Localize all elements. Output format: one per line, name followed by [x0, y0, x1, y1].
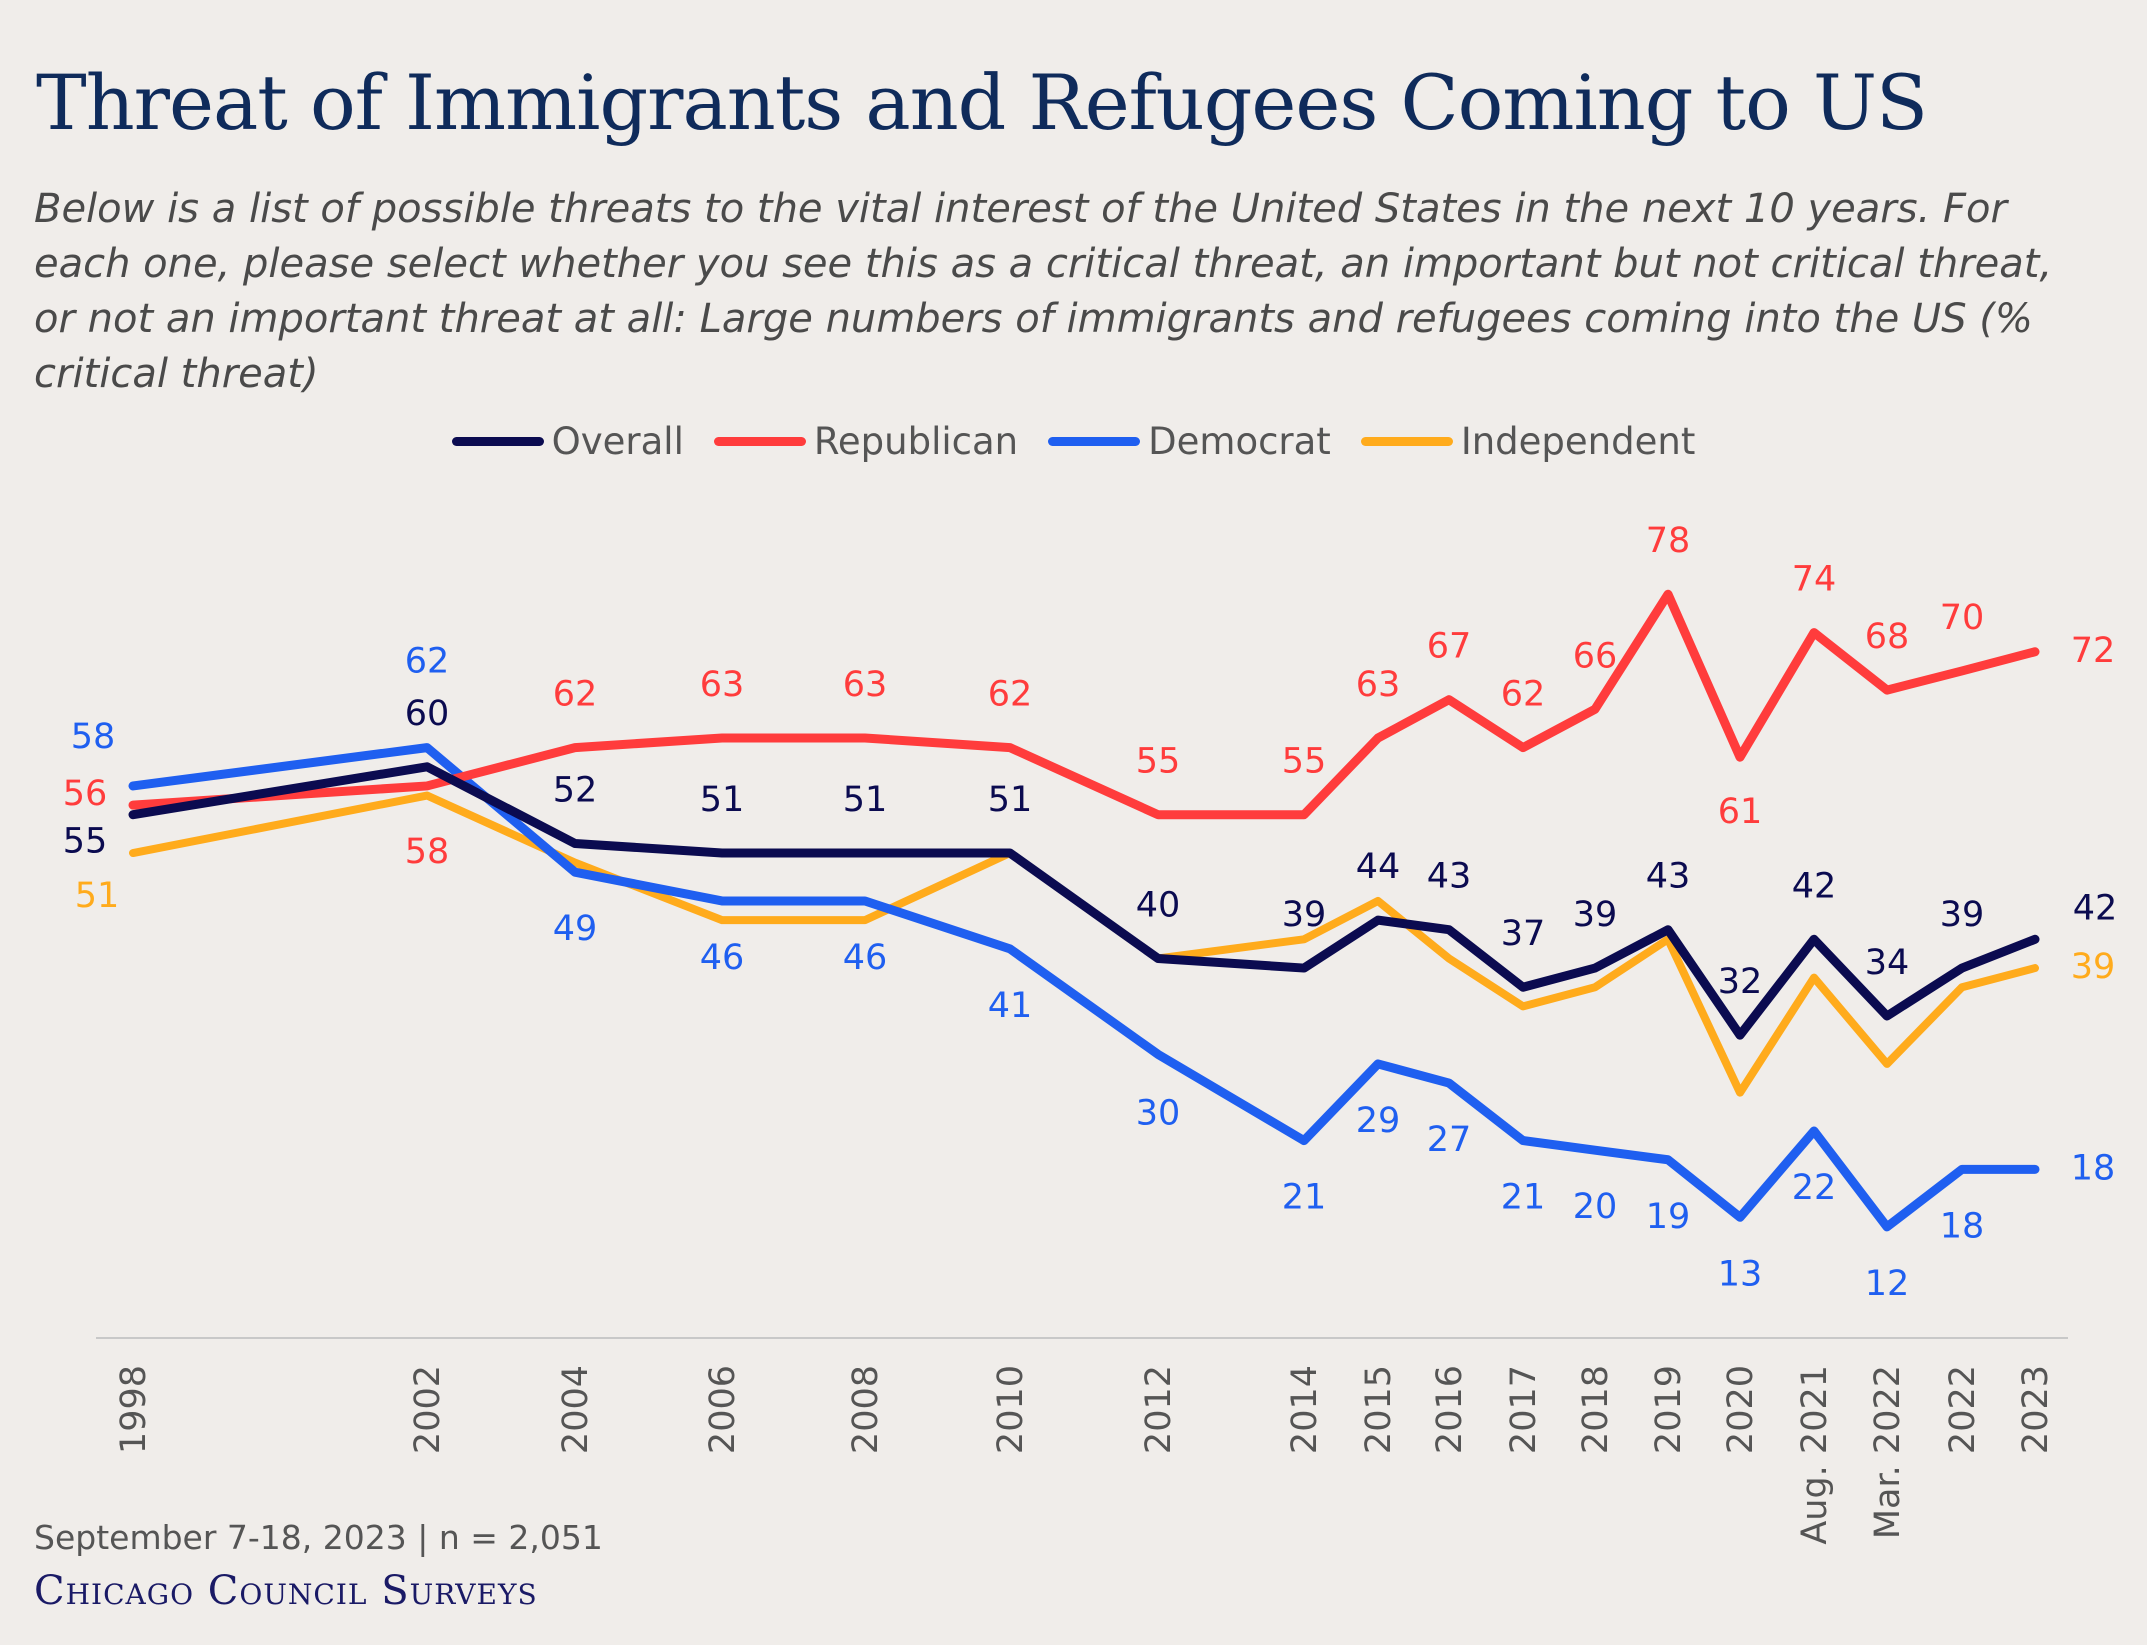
data-label-overall: 55	[63, 822, 108, 862]
x-tick-label: 2010	[991, 1365, 1031, 1454]
data-label-democrat: 41	[988, 986, 1033, 1026]
data-label-republican: 78	[1646, 521, 1691, 561]
data-label-independent: 51	[75, 876, 120, 916]
data-label-overall: 37	[1501, 914, 1546, 954]
data-label-democrat: 58	[71, 717, 116, 757]
x-tick-label: 2016	[1430, 1365, 1470, 1454]
x-tick-label: 2019	[1649, 1365, 1689, 1454]
data-label-overall: 42	[2073, 888, 2118, 928]
x-tick-label: 2023	[2016, 1365, 2056, 1454]
data-label-overall: 52	[553, 770, 598, 810]
data-label-republican: 66	[1573, 636, 1618, 676]
data-label-democrat: 12	[1865, 1264, 1910, 1304]
x-tick-label: 2004	[556, 1365, 596, 1454]
x-tick-label: 1998	[114, 1365, 154, 1454]
data-label-republican: 55	[1136, 742, 1181, 782]
data-label-independent: 39	[2071, 947, 2116, 987]
data-label-republican: 63	[700, 665, 745, 705]
data-label-overall: 39	[1573, 895, 1618, 935]
data-label-democrat: 13	[1718, 1254, 1763, 1294]
data-label-overall: 34	[1865, 943, 1910, 983]
survey-note: September 7-18, 2023 | n = 2,051	[34, 1518, 603, 1557]
data-label-republican: 74	[1792, 560, 1837, 600]
data-label-overall: 43	[1646, 857, 1691, 897]
data-label-republican: 56	[63, 774, 108, 814]
x-tick-label: 2022	[1943, 1365, 1983, 1454]
data-label-democrat: 21	[1501, 1178, 1546, 1218]
data-label-overall: 51	[988, 780, 1033, 820]
data-label-overall: 60	[405, 694, 450, 734]
data-label-democrat: 46	[843, 938, 888, 978]
data-label-republican: 63	[843, 665, 888, 705]
x-tick-label: Mar. 2022	[1868, 1365, 1908, 1539]
x-tick-label: Aug. 2021	[1795, 1365, 1835, 1545]
data-label-democrat: 62	[405, 642, 450, 682]
x-tick-label: 2018	[1576, 1365, 1616, 1454]
data-label-overall: 42	[1792, 866, 1837, 906]
data-label-overall: 40	[1136, 885, 1181, 925]
data-label-republican: 68	[1865, 617, 1910, 657]
data-label-democrat: 46	[700, 938, 745, 978]
x-tick-label: 2015	[1359, 1365, 1399, 1454]
x-tick-label: 2020	[1721, 1365, 1761, 1454]
data-label-overall: 51	[700, 780, 745, 820]
data-label-democrat: 18	[2071, 1148, 2116, 1188]
data-label-democrat: 29	[1356, 1101, 1401, 1141]
brand-logo-text: Chicago Council Surveys	[34, 1568, 538, 1614]
x-tick-label: 2002	[408, 1365, 448, 1454]
data-label-overall: 51	[843, 780, 888, 820]
x-tick-label: 2012	[1139, 1365, 1179, 1454]
data-label-democrat: 27	[1427, 1120, 1472, 1160]
data-label-republican: 55	[1282, 742, 1327, 782]
data-label-overall: 39	[1940, 895, 1985, 935]
data-label-democrat: 21	[1282, 1178, 1327, 1218]
data-label-democrat: 18	[1940, 1206, 1985, 1246]
data-label-democrat: 22	[1792, 1168, 1837, 1208]
data-label-republican: 62	[988, 675, 1033, 715]
data-label-democrat: 30	[1136, 1093, 1181, 1133]
data-label-republican: 63	[1356, 665, 1401, 705]
data-label-democrat: 49	[553, 909, 598, 949]
data-label-democrat: 19	[1646, 1197, 1691, 1237]
data-label-republican: 72	[2071, 631, 2116, 671]
x-tick-label: 2006	[703, 1365, 743, 1454]
data-label-republican: 67	[1427, 627, 1472, 667]
data-label-republican: 70	[1940, 598, 1985, 638]
data-label-republican: 58	[405, 832, 450, 872]
data-label-republican: 62	[553, 675, 598, 715]
data-label-republican: 62	[1501, 675, 1546, 715]
x-tick-label: 2008	[846, 1365, 886, 1454]
data-label-democrat: 20	[1573, 1187, 1618, 1227]
data-label-overall: 43	[1427, 857, 1472, 897]
data-label-overall: 32	[1718, 962, 1763, 1002]
data-label-overall: 44	[1356, 847, 1401, 887]
x-tick-label: 2014	[1285, 1365, 1325, 1454]
data-label-republican: 61	[1718, 792, 1763, 832]
x-tick-label: 2017	[1504, 1365, 1544, 1454]
data-label-overall: 39	[1282, 895, 1327, 935]
